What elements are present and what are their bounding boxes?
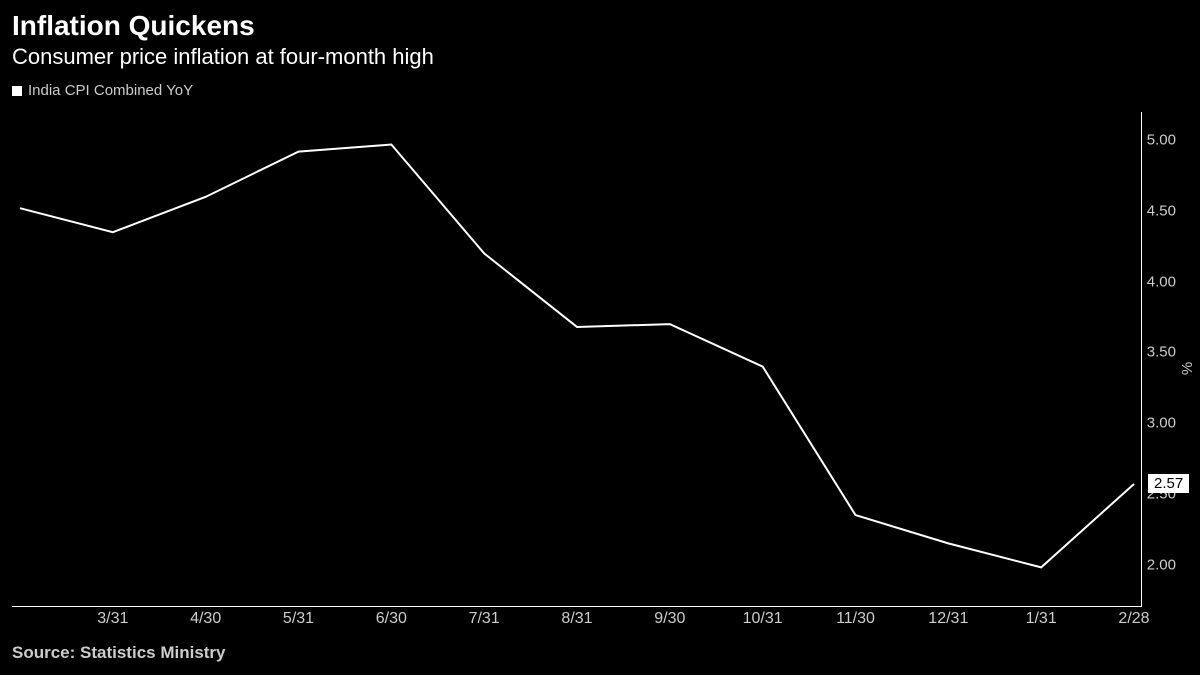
x-tick-label: 2/28 bbox=[1118, 610, 1149, 628]
x-tick-label: 7/31 bbox=[469, 610, 500, 628]
x-tick-label: 12/31 bbox=[928, 610, 968, 628]
y-tick-label: 3.50 bbox=[1147, 344, 1176, 361]
line-series bbox=[20, 145, 1134, 568]
y-tick-label: 5.00 bbox=[1147, 132, 1176, 149]
chart-title: Inflation Quickens bbox=[0, 0, 1200, 44]
legend-label: India CPI Combined YoY bbox=[28, 82, 193, 99]
y-tick-label: 4.00 bbox=[1147, 273, 1176, 290]
x-tick-label: 4/30 bbox=[190, 610, 221, 628]
chart-plot-area bbox=[12, 112, 1142, 607]
x-axis: 3/31 4/30 5/31 6/30 7/31 8/31 9/30 10/31 11/30 12… bbox=[12, 610, 1142, 634]
x-tick-label: 11/30 bbox=[836, 610, 875, 628]
chart-subtitle: Consumer price inflation at four-month h… bbox=[0, 44, 1200, 78]
legend: India CPI Combined YoY bbox=[0, 78, 1200, 105]
legend-marker-icon bbox=[12, 86, 22, 96]
x-tick-label: 9/30 bbox=[654, 610, 685, 628]
y-axis-title: % bbox=[1179, 362, 1196, 375]
x-tick-label: 8/31 bbox=[561, 610, 592, 628]
x-tick-label: 5/31 bbox=[283, 610, 314, 628]
x-tick-label: 6/30 bbox=[376, 610, 407, 628]
x-tick-label: 10/31 bbox=[743, 610, 783, 628]
y-tick-label: 2.00 bbox=[1147, 556, 1176, 573]
y-tick-label: 3.00 bbox=[1147, 415, 1176, 432]
value-callout: 2.57 bbox=[1148, 474, 1189, 493]
x-tick-label: 3/31 bbox=[97, 610, 128, 628]
source-attribution: Source: Statistics Ministry bbox=[12, 643, 226, 663]
y-axis: 2.002.503.003.504.004.505.00 bbox=[1131, 112, 1176, 607]
x-tick-label: 1/31 bbox=[1026, 610, 1057, 628]
y-tick-label: 4.50 bbox=[1147, 203, 1176, 220]
